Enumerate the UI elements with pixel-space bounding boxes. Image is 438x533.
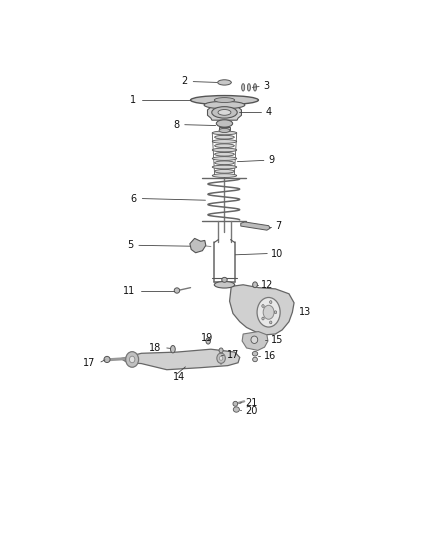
Text: 7: 7 [276, 222, 282, 231]
Ellipse shape [262, 317, 264, 320]
Text: 20: 20 [246, 406, 258, 416]
Ellipse shape [222, 277, 227, 282]
Polygon shape [219, 127, 230, 131]
Ellipse shape [126, 352, 138, 367]
Ellipse shape [215, 169, 234, 173]
Text: 18: 18 [149, 343, 162, 353]
Ellipse shape [206, 338, 210, 344]
Text: 11: 11 [123, 286, 135, 295]
Polygon shape [242, 332, 268, 350]
Ellipse shape [212, 107, 237, 118]
Ellipse shape [219, 128, 230, 133]
Text: 17: 17 [83, 358, 95, 368]
Ellipse shape [263, 305, 274, 319]
Ellipse shape [269, 321, 272, 324]
Ellipse shape [252, 351, 258, 356]
Text: 21: 21 [246, 398, 258, 408]
Ellipse shape [216, 120, 233, 127]
Ellipse shape [104, 357, 110, 362]
Text: 16: 16 [264, 351, 276, 361]
Text: 15: 15 [271, 335, 284, 345]
Ellipse shape [253, 282, 258, 288]
Ellipse shape [212, 157, 237, 160]
Ellipse shape [233, 401, 238, 406]
Ellipse shape [214, 281, 235, 288]
Text: 3: 3 [264, 81, 270, 91]
Ellipse shape [274, 311, 277, 314]
Text: 13: 13 [298, 307, 311, 317]
Text: 2: 2 [181, 76, 187, 86]
Text: 9: 9 [268, 156, 274, 165]
Text: 6: 6 [131, 193, 137, 204]
Ellipse shape [215, 152, 234, 156]
Text: 4: 4 [265, 107, 271, 117]
Ellipse shape [247, 84, 251, 91]
Ellipse shape [214, 98, 235, 102]
Ellipse shape [204, 101, 245, 109]
Ellipse shape [212, 140, 237, 143]
Text: 5: 5 [127, 240, 134, 251]
Ellipse shape [215, 135, 234, 139]
Ellipse shape [217, 353, 225, 364]
Ellipse shape [253, 357, 258, 362]
Ellipse shape [269, 301, 272, 304]
Text: 10: 10 [271, 248, 283, 259]
Ellipse shape [212, 148, 237, 152]
Ellipse shape [212, 165, 237, 169]
Text: 19: 19 [201, 333, 214, 343]
Ellipse shape [262, 304, 264, 308]
Polygon shape [121, 349, 240, 370]
Ellipse shape [257, 297, 280, 327]
Polygon shape [241, 222, 270, 230]
Polygon shape [190, 238, 206, 253]
Ellipse shape [191, 95, 258, 104]
Text: 17: 17 [227, 350, 240, 360]
Ellipse shape [174, 288, 180, 293]
Ellipse shape [219, 356, 223, 360]
Ellipse shape [218, 80, 231, 85]
Ellipse shape [254, 84, 257, 91]
Ellipse shape [215, 161, 234, 165]
Ellipse shape [130, 356, 135, 363]
Ellipse shape [212, 131, 237, 135]
Text: 8: 8 [173, 120, 180, 130]
Ellipse shape [215, 144, 234, 148]
Ellipse shape [233, 407, 240, 412]
Ellipse shape [242, 84, 245, 91]
Ellipse shape [170, 345, 175, 353]
Polygon shape [230, 285, 294, 335]
Ellipse shape [212, 174, 237, 177]
Ellipse shape [251, 336, 258, 343]
Ellipse shape [218, 109, 231, 115]
Text: 12: 12 [261, 280, 273, 290]
Ellipse shape [219, 348, 223, 353]
Polygon shape [208, 105, 241, 120]
Text: 1: 1 [130, 95, 136, 105]
Text: 14: 14 [173, 372, 185, 382]
